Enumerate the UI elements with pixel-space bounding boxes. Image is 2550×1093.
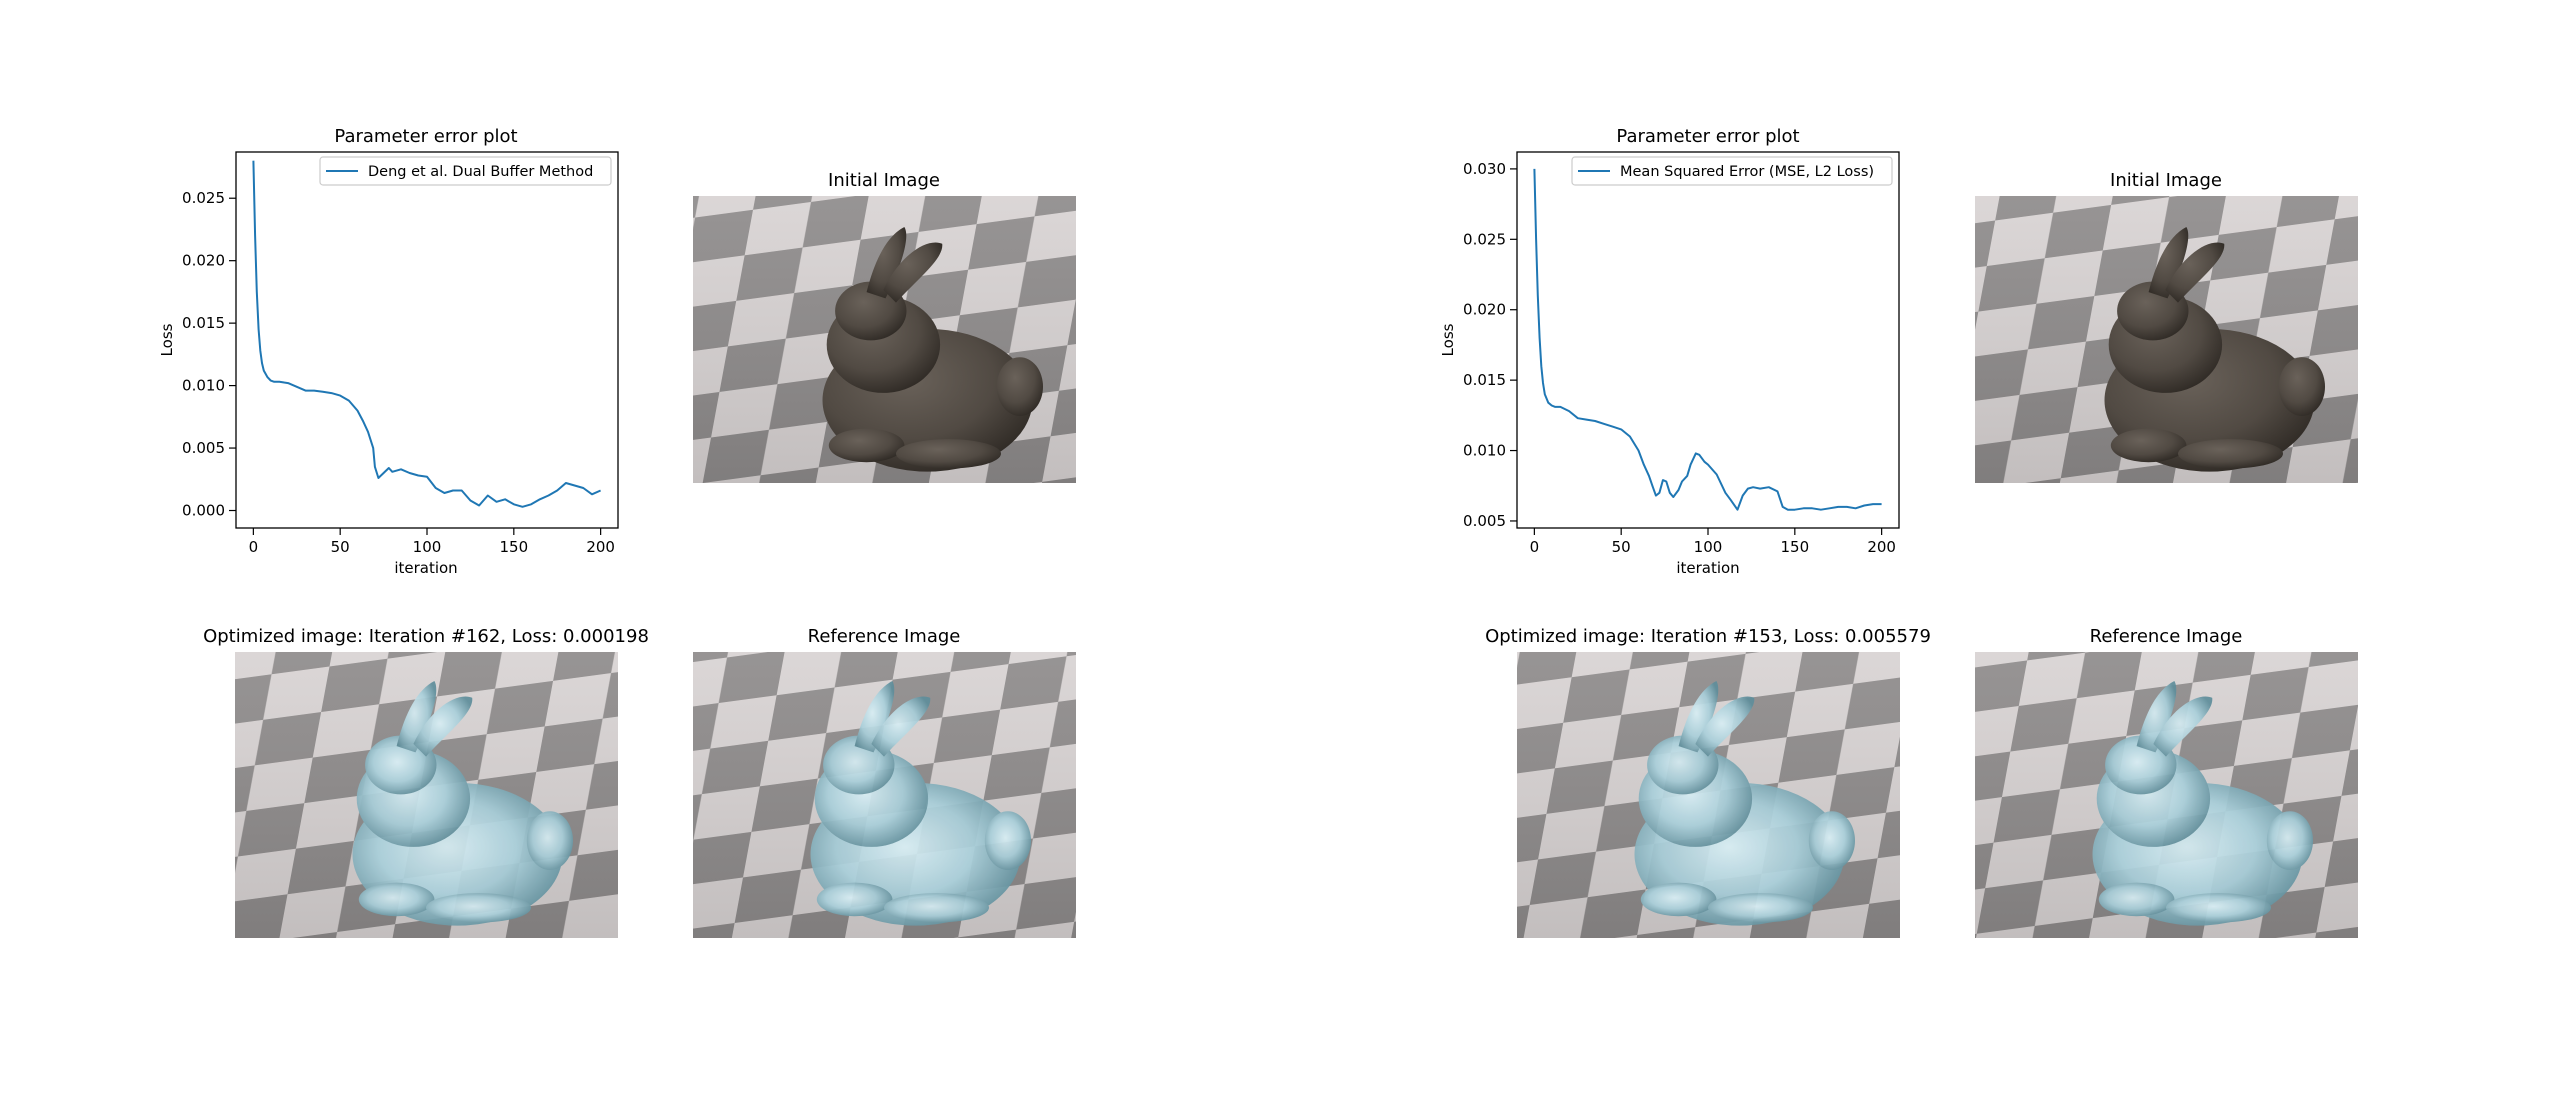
- left-plot-ytick-label: 0.000: [182, 502, 225, 520]
- left-plot-ytick-label: 0.025: [182, 189, 225, 207]
- right-plot-xlabel: iteration: [1676, 559, 1739, 577]
- left-plot-legend: Deng et al. Dual Buffer Method: [319, 156, 612, 186]
- right-legend-label: Mean Squared Error (MSE, L2 Loss): [1620, 164, 1874, 180]
- right-plot-xtick-label: 0: [1530, 538, 1540, 556]
- right-plot-legend: Mean Squared Error (MSE, L2 Loss): [1571, 156, 1893, 186]
- left-figure: Parameter error plot 0 50 100 150 200 0.000 0.…: [158, 126, 1076, 938]
- left-initial-image: [693, 196, 1076, 483]
- right-initial-title: Initial Image: [2110, 170, 2222, 191]
- left-plot-xtick-label: 50: [331, 538, 350, 556]
- left-plot-ytick-label: 0.020: [182, 252, 225, 270]
- left-reference-title: Reference Image: [808, 626, 961, 647]
- right-plot-xtick-label: 150: [1780, 538, 1809, 556]
- left-plot-xlabel: iteration: [394, 559, 457, 577]
- right-plot-frame: [1516, 151, 1900, 529]
- left-plot-frame: [235, 151, 619, 529]
- right-plot-ytick-label: 0.030: [1463, 160, 1506, 178]
- left-plot-ytick-label: 0.010: [182, 377, 225, 395]
- left-plot-xtick-label: 0: [249, 538, 259, 556]
- left-legend-label: Deng et al. Dual Buffer Method: [368, 164, 593, 180]
- right-optimized-image: [1517, 652, 1900, 938]
- right-plot-ytick-label: 0.025: [1463, 230, 1506, 248]
- right-figure: Parameter error plot 0 50 100 150 200 0.005 0.…: [1439, 126, 2358, 938]
- left-plot-xtick-label: 150: [499, 538, 528, 556]
- right-reference-title: Reference Image: [2090, 626, 2243, 647]
- left-plot-xtick-label: 100: [413, 538, 442, 556]
- right-plot-xtick-label: 100: [1694, 538, 1723, 556]
- left-plot-axes: 0 50 100 150 200 0.000 0.005 0.010 0.015 0.020 0.0…: [182, 160, 615, 556]
- left-plot-ylabel: Loss: [158, 323, 176, 356]
- right-plot-ytick-label: 0.010: [1463, 442, 1506, 460]
- right-plot-ytick-label: 0.020: [1463, 301, 1506, 319]
- left-plot-series-line-0: [252, 160, 602, 508]
- right-plot-xtick-label: 200: [1867, 538, 1896, 556]
- left-optimized-image: [235, 652, 618, 938]
- right-plot-xtick-label: 50: [1612, 538, 1631, 556]
- right-plot-title: Parameter error plot: [1616, 126, 1799, 147]
- right-plot-series-line-0: [1533, 168, 1882, 511]
- right-plot-ytick-label: 0.015: [1463, 371, 1506, 389]
- right-optimized-title: Optimized image: Iteration #153, Loss: 0…: [1485, 626, 1931, 647]
- right-plot-ylabel: Loss: [1439, 323, 1457, 356]
- left-plot-title: Parameter error plot: [334, 126, 517, 147]
- right-reference-image: [1975, 652, 2358, 938]
- right-plot-ytick-label: 0.005: [1463, 512, 1506, 530]
- left-plot-ytick-label: 0.015: [182, 314, 225, 332]
- left-optimized-title: Optimized image: Iteration #162, Loss: 0…: [203, 626, 649, 647]
- right-initial-image: [1975, 196, 2358, 483]
- left-reference-image: [693, 652, 1076, 938]
- left-initial-title: Initial Image: [828, 170, 940, 191]
- right-plot-axes: 0 50 100 150 200 0.005 0.010 0.015 0.020 0.025 0.0…: [1463, 160, 1896, 556]
- left-plot-ytick-label: 0.005: [182, 439, 225, 457]
- left-plot-xtick-label: 200: [586, 538, 615, 556]
